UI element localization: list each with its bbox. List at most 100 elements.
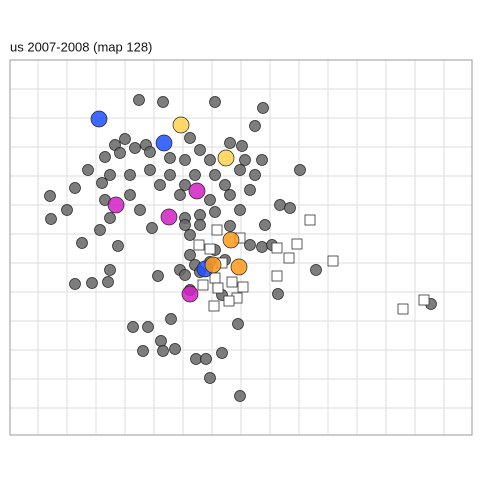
point: [127, 321, 139, 333]
point: [234, 390, 246, 402]
point: [104, 264, 116, 276]
point: [209, 96, 221, 108]
point: [204, 372, 216, 384]
point: [112, 240, 124, 252]
square-point: [212, 282, 224, 294]
point: [259, 219, 271, 231]
point: [107, 196, 125, 214]
point: [157, 96, 169, 108]
point: [236, 140, 248, 152]
point: [104, 169, 116, 181]
point: [224, 220, 236, 232]
point: [61, 204, 73, 216]
point: [104, 212, 116, 224]
point: [157, 345, 169, 357]
point: [82, 164, 94, 176]
point: [164, 169, 176, 181]
point: [133, 94, 145, 106]
point: [179, 269, 191, 281]
point: [188, 182, 206, 200]
point: [244, 184, 256, 196]
point: [230, 258, 248, 276]
chart-title: us 2007-2008 (map 128): [10, 39, 152, 54]
square-point: [197, 279, 209, 291]
point: [179, 219, 191, 231]
point: [179, 154, 191, 166]
point: [142, 321, 154, 333]
point: [69, 182, 81, 194]
square-point: [237, 281, 249, 293]
point: [184, 249, 196, 261]
point: [194, 219, 206, 231]
point: [204, 154, 216, 166]
point: [294, 164, 306, 176]
point: [249, 169, 261, 181]
point: [169, 343, 181, 355]
square-point: [208, 300, 220, 312]
point: [174, 189, 186, 201]
point: [69, 278, 81, 290]
point: [45, 213, 57, 225]
square-point: [193, 239, 205, 251]
point: [200, 353, 212, 365]
point: [217, 149, 235, 167]
point: [99, 151, 111, 163]
point: [144, 164, 156, 176]
point: [256, 241, 268, 253]
point: [256, 154, 268, 166]
point: [204, 194, 216, 206]
square-point: [209, 272, 221, 284]
point: [274, 199, 286, 211]
point: [114, 147, 126, 159]
point: [249, 120, 261, 132]
point: [232, 318, 244, 330]
point: [124, 169, 136, 181]
point: [184, 229, 196, 241]
point: [155, 335, 167, 347]
point: [172, 116, 190, 134]
point: [86, 277, 98, 289]
point: [222, 231, 240, 249]
point: [204, 256, 222, 274]
square-point: [418, 294, 430, 306]
square-point: [204, 243, 216, 255]
point: [194, 209, 206, 221]
point: [310, 264, 322, 276]
square-point: [304, 214, 316, 226]
square-point: [397, 303, 409, 315]
square-point: [223, 295, 235, 307]
point: [119, 133, 131, 145]
point: [155, 134, 173, 152]
point: [219, 179, 231, 191]
point: [124, 189, 136, 201]
point: [184, 132, 196, 144]
point: [257, 102, 269, 114]
square-point: [211, 224, 223, 236]
point: [94, 224, 106, 236]
point: [194, 144, 206, 156]
point: [244, 239, 256, 251]
point: [144, 146, 156, 158]
point: [284, 202, 296, 214]
point: [160, 208, 178, 226]
point: [209, 206, 221, 218]
point: [44, 190, 56, 202]
point: [216, 347, 228, 359]
point: [152, 270, 164, 282]
point: [76, 237, 88, 249]
square-point: [327, 255, 339, 267]
point: [234, 204, 246, 216]
point: [181, 285, 199, 303]
point: [90, 110, 108, 128]
point: [179, 179, 191, 191]
square-point: [283, 252, 295, 264]
point: [129, 142, 141, 154]
point: [137, 345, 149, 357]
point: [224, 189, 236, 201]
point: [234, 164, 246, 176]
point: [224, 137, 236, 149]
point: [134, 204, 146, 216]
point: [272, 288, 284, 300]
point: [96, 177, 108, 189]
